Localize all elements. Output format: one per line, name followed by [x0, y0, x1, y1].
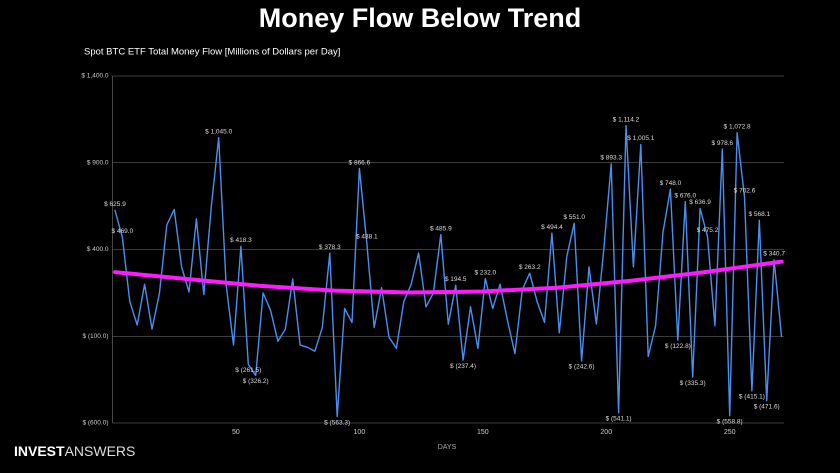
x-tick-label: 250: [724, 429, 736, 436]
data-label: $ 551.0: [563, 214, 585, 221]
data-label: $ 469.0: [112, 228, 134, 235]
data-label: $ 636.9: [689, 199, 711, 206]
logo-part: ANSWERS: [65, 443, 136, 459]
logo: INVESTANSWERS: [14, 443, 135, 459]
data-label: $ 702.6: [734, 188, 756, 195]
data-label: $ 1,072.8: [724, 123, 751, 130]
logo-part: INVEST: [14, 443, 65, 459]
header-title: Money Flow Below Trend: [259, 3, 582, 33]
data-label: $ 494.4: [541, 224, 563, 231]
x-tick-label: 50: [232, 429, 240, 436]
data-label: $ 438.1: [356, 234, 378, 241]
data-label: $ 676.0: [674, 192, 696, 199]
x-tick-label: 150: [477, 429, 489, 436]
data-label: $ 263.2: [519, 264, 541, 271]
y-tick-label: $ (100.0): [82, 333, 108, 340]
data-label: $ (563.3): [324, 419, 350, 426]
data-label: $ (237.4): [450, 363, 476, 370]
x-tick-label: 200: [600, 429, 612, 436]
data-label: $ 978.6: [711, 140, 733, 147]
data-label: $ 748.0: [660, 180, 682, 187]
data-label: $ 340.7: [763, 251, 785, 258]
data-label: $ (261.5): [235, 367, 261, 374]
data-label: $ (335.3): [680, 380, 706, 387]
chart-title: Spot BTC ETF Total Money Flow [Millions …: [84, 47, 340, 58]
y-tick-label: $ (600.0): [82, 420, 108, 427]
data-label: $ 625.9: [104, 201, 126, 208]
data-label: $ (122.8): [665, 343, 691, 350]
flow-line: [114, 124, 783, 418]
data-label: $ (541.1): [606, 415, 632, 422]
data-label: $ 866.6: [349, 159, 371, 166]
data-label: $ 1,114.2: [613, 116, 640, 123]
data-label: $ (558.8): [717, 419, 743, 426]
data-label: $ 1,005.1: [627, 135, 654, 142]
data-label: $ 893.3: [600, 155, 622, 162]
x-axis-label: DAYS: [438, 444, 457, 451]
y-tick-label: $ 400.0: [87, 246, 109, 253]
data-label: $ 485.9: [430, 225, 452, 232]
y-tick-label: $ 900.0: [87, 159, 109, 166]
data-label: $ 568.1: [748, 211, 770, 218]
trend-line: [113, 259, 784, 295]
data-label: $ (415.1): [739, 394, 765, 401]
data-label: $ 475.2: [697, 227, 719, 234]
x-tick-label: 100: [354, 429, 366, 436]
data-label: $ (471.6): [754, 403, 780, 410]
data-label: $ (326.2): [243, 378, 269, 385]
data-label: $ 418.3: [230, 237, 252, 244]
y-tick-label: $ 1,400.0: [81, 73, 108, 80]
data-label: $ 1,045.0: [205, 128, 232, 135]
data-label: $ (242.6): [569, 364, 595, 371]
data-label: $ 232.0: [474, 269, 496, 276]
data-label: $ 194.5: [445, 276, 467, 283]
data-label: $ 378.3: [319, 244, 341, 251]
